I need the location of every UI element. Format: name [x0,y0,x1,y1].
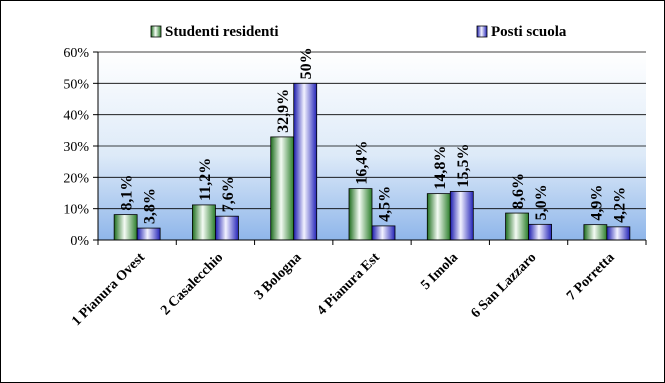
bar-posti-scuola-4-pianura-est [371,225,396,241]
data-label-studenti-residenti-5-imola: 14,8% [432,146,449,190]
y-tick-label: 40% [63,109,89,124]
bar-studenti-residenti-2-casalecchio [192,204,216,241]
legend-label-posti-scuola: Posti scuola [491,24,567,40]
y-tick-label: 20% [63,171,89,186]
x-tick-label-1-pianura-ovest: 1 Pianura Ovest [69,250,148,329]
legend: Studenti residenti Posti scuola [150,24,567,40]
bar-posti-scuola-6-san-lazzaro [528,223,552,241]
x-tick-label-6-san-lazzaro: 6 San Lazzaro [468,250,539,321]
legend-label-studenti-residenti: Studenti residenti [165,24,279,40]
bar-posti-scuola-5-imola [449,191,474,241]
bar-studenti-residenti-1-pianura-ovest [113,214,138,241]
x-tick-label-3-bologna: 3 Bologna [252,250,305,303]
data-label-studenti-residenti-7-porretta: 4,9% [588,185,605,221]
bars [113,82,631,241]
bar-studenti-residenti-7-porretta [583,224,608,241]
y-axis: 0% 10% 20% 30% 40% 50% 60% [63,46,99,249]
bar-posti-scuola-1-pianura-ovest [136,227,161,241]
y-tick-label: 0% [70,234,89,249]
y-tick-label: 10% [63,203,89,218]
bar-studenti-residenti-6-san-lazzaro [505,212,529,241]
data-label-studenti-residenti-2-casalecchio: 11,2% [197,158,214,201]
legend-swatch-posti-scuola [476,25,488,38]
x-tick-label-5-imola: 5 Imola [418,250,461,293]
x-axis: 1 Pianura Ovest 2 Casalecchio 3 Bologna 4 P… [69,239,647,329]
data-label-posti-scuola-6-san-lazzaro: 5,0% [533,184,550,220]
bar-studenti-residenti-4-pianura-est [348,188,373,241]
gridlines [98,51,646,210]
y-tick-label: 60% [63,46,89,61]
bar-posti-scuola-3-bologna [293,82,318,241]
data-label-studenti-residenti-3-bologna: 32,9% [275,89,292,133]
bar-studenti-residenti-3-bologna [270,136,295,241]
data-label-posti-scuola-7-porretta: 4,2% [611,187,628,223]
data-label-posti-scuola-4-pianura-est: 4,5% [377,186,394,222]
x-tick-label-4-pianura-est: 4 Pianura Est [314,250,383,319]
y-tick-label: 30% [63,140,89,155]
data-label-posti-scuola-2-casalecchio: 7,6% [220,176,237,212]
bar-posti-scuola-7-porretta [606,226,631,241]
data-label-studenti-residenti-6-san-lazzaro: 8,6% [510,173,527,209]
bar-studenti-residenti-5-imola [426,193,451,241]
x-tick-label-7-porretta: 7 Porretta [564,250,618,304]
data-label-posti-scuola-5-imola: 15,5% [455,143,472,187]
legend-swatch-studenti-residenti [150,25,162,38]
bar-posti-scuola-2-casalecchio [215,215,239,241]
data-label-studenti-residenti-4-pianura-est: 16,4% [354,141,371,185]
value-labels: 8,1% 3,8% 11,2% 7,6% 32,9% 50% 16,4% 4,5% 14,8% 1… [119,47,629,224]
x-tick-label-2-casalecchio: 2 Casalecchio [158,250,226,318]
y-tick-label: 50% [63,77,89,92]
data-label-studenti-residenti-1-pianura-ovest: 8,1% [119,175,136,211]
data-label-posti-scuola-3-bologna: 50% [298,47,315,79]
data-label-posti-scuola-1-pianura-ovest: 3,8% [142,188,159,224]
